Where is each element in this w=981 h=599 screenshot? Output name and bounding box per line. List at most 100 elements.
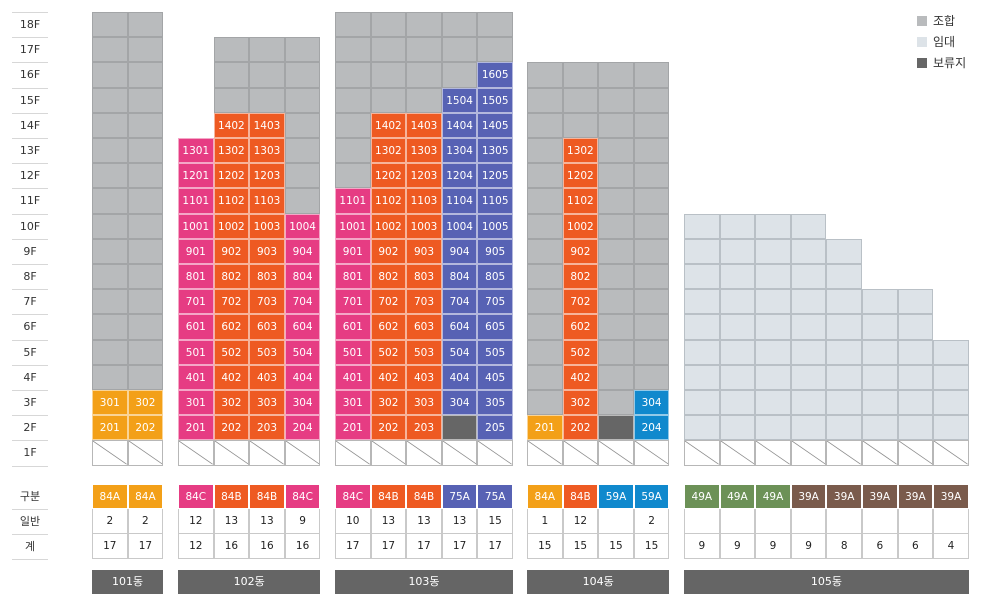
unit-cell: 203 xyxy=(249,415,285,441)
union-cell xyxy=(127,188,164,214)
pilotis-cell xyxy=(441,440,478,466)
reserved-cell xyxy=(441,415,478,441)
union-cell xyxy=(335,12,371,38)
union-cell xyxy=(92,364,128,390)
pilotis-slash xyxy=(214,441,249,465)
unit-cell: 302 xyxy=(213,390,250,416)
unit-cell: 1302 xyxy=(370,138,407,164)
union-cell xyxy=(441,62,478,88)
unit-type-cell: 75A xyxy=(441,484,478,509)
union-cell xyxy=(598,138,634,164)
legend-item: 보류지 xyxy=(917,54,966,71)
unit-cell: 601 xyxy=(335,314,371,340)
unit-cell: 1003 xyxy=(249,213,285,239)
rental-cell xyxy=(755,364,791,390)
rental-cell xyxy=(933,390,969,416)
union-cell xyxy=(335,138,371,164)
unit-cell: 1004 xyxy=(284,213,321,239)
union-cell xyxy=(598,188,634,214)
unit-cell: 903 xyxy=(249,238,285,264)
unit-cell: 703 xyxy=(406,289,442,315)
rental-cell xyxy=(790,238,827,264)
unit-type-cell: 39A xyxy=(790,484,827,509)
unit-cell: 603 xyxy=(249,314,285,340)
floor-divider xyxy=(12,440,48,442)
general-count-cell: 13 xyxy=(406,509,442,534)
pilotis-slash xyxy=(598,441,633,465)
union-cell xyxy=(633,339,670,365)
total-count-cell: 8 xyxy=(826,534,862,559)
unit-cell: 1003 xyxy=(406,213,442,239)
building-label: 105동 xyxy=(684,570,969,594)
general-count-cell: 13 xyxy=(370,509,407,534)
union-cell xyxy=(92,188,128,214)
total-count-cell: 15 xyxy=(598,534,634,559)
total-count-cell: 9 xyxy=(790,534,827,559)
union-cell xyxy=(598,112,634,138)
unit-type-cell: 49A xyxy=(755,484,791,509)
union-cell xyxy=(633,238,670,264)
unit-cell: 604 xyxy=(441,314,478,340)
union-cell xyxy=(527,314,563,340)
floor-label: 5F xyxy=(23,345,37,359)
rental-cell xyxy=(897,364,934,390)
rental-cell xyxy=(719,238,756,264)
union-cell xyxy=(213,62,250,88)
union-cell xyxy=(633,138,670,164)
unit-cell: 801 xyxy=(178,264,214,290)
union-cell xyxy=(527,112,563,138)
pilotis-slash xyxy=(92,441,127,465)
union-cell xyxy=(127,213,164,239)
pilotis-cell xyxy=(370,440,407,466)
unit-cell: 1202 xyxy=(370,163,407,189)
unit-cell: 1102 xyxy=(370,188,407,214)
general-count-cell xyxy=(897,509,934,534)
pilotis-cell xyxy=(598,440,634,466)
rental-cell xyxy=(755,415,791,441)
union-cell xyxy=(92,62,128,88)
unit-cell: 601 xyxy=(178,314,214,340)
union-cell xyxy=(127,62,164,88)
unit-cell: 1202 xyxy=(562,163,599,189)
rental-cell xyxy=(755,289,791,315)
rental-cell xyxy=(719,415,756,441)
pilotis-slash xyxy=(720,441,755,465)
union-cell xyxy=(284,87,321,113)
pilotis-slash xyxy=(634,441,669,465)
floor-divider xyxy=(12,138,48,139)
rental-cell xyxy=(862,289,898,315)
unit-cell: 1204 xyxy=(441,163,478,189)
union-cell xyxy=(477,37,513,63)
unit-cell: 404 xyxy=(441,364,478,390)
unit-type-cell: 59A xyxy=(598,484,634,509)
union-cell xyxy=(406,12,442,38)
general-count-cell xyxy=(684,509,720,534)
pilotis-slash xyxy=(478,441,513,465)
union-cell xyxy=(335,62,371,88)
pilotis-cell xyxy=(127,440,164,466)
union-cell xyxy=(527,390,563,416)
union-cell xyxy=(633,314,670,340)
pilotis-cell xyxy=(335,440,371,466)
union-cell xyxy=(284,163,321,189)
rental-cell xyxy=(719,364,756,390)
pilotis-cell xyxy=(92,440,128,466)
floor-divider xyxy=(12,112,48,114)
rental-cell xyxy=(719,289,756,315)
unit-cell: 902 xyxy=(370,238,407,264)
rental-cell xyxy=(684,289,720,315)
unit-type-cell: 84A xyxy=(92,484,128,509)
union-cell xyxy=(527,264,563,290)
unit-cell: 602 xyxy=(562,314,599,340)
floor-label: 3F xyxy=(23,396,37,409)
pilotis-cell xyxy=(284,440,321,466)
rental-cell xyxy=(897,289,934,315)
unit-cell: 902 xyxy=(562,238,599,264)
unit-cell: 503 xyxy=(249,339,285,365)
unit-type-cell: 49A xyxy=(719,484,756,509)
unit-cell: 1101 xyxy=(335,188,371,214)
unit-cell: 1404 xyxy=(441,112,478,138)
union-cell xyxy=(633,188,670,214)
unit-cell: 1005 xyxy=(477,213,513,239)
rental-cell xyxy=(684,339,720,365)
